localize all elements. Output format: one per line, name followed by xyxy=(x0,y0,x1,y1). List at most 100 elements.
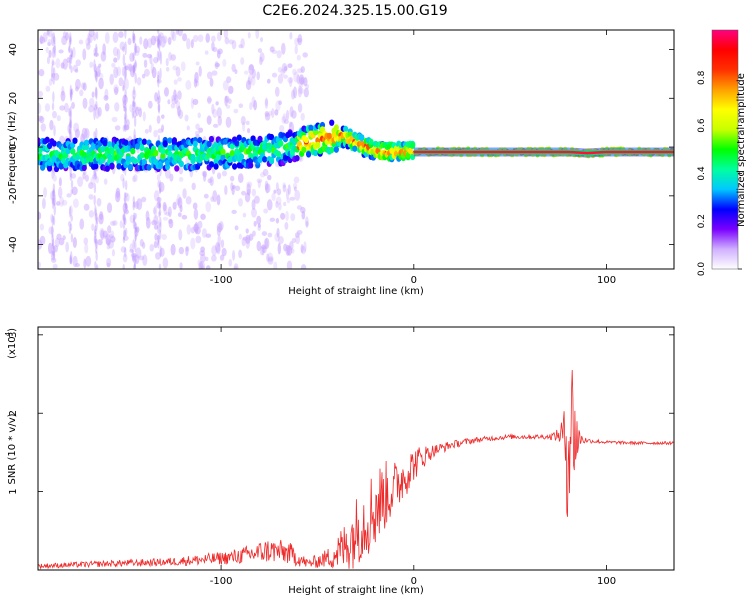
spectrogram-streak-blob xyxy=(69,54,73,65)
spectrogram-noise-blob xyxy=(246,183,251,196)
spectrogram-streak-blob xyxy=(159,245,162,258)
spectrogram-noise-blob xyxy=(81,127,88,140)
spectrogram-y-tick-label: 0 xyxy=(8,144,19,150)
spectrogram-noise-blob xyxy=(120,173,125,182)
spectrogram-noise-blob xyxy=(65,241,69,253)
spectrogram-streak-blob xyxy=(132,62,136,74)
spectrogram-streak-blob xyxy=(124,62,127,72)
spectrogram-noise-blob xyxy=(39,36,46,44)
spectrogram-noise-blob xyxy=(54,237,60,248)
spectrogram-noise-blob xyxy=(238,44,243,49)
spectrogram-noise-blob xyxy=(84,128,90,139)
spectrogram-cell xyxy=(139,144,145,152)
spectrogram-noise-blob xyxy=(240,190,247,196)
spectrogram-noise-blob xyxy=(227,85,234,95)
spectrogram-noise-blob xyxy=(250,76,256,86)
spectrogram-streak-blob xyxy=(122,236,126,244)
spectrogram-noise-blob xyxy=(286,197,291,204)
spectrogram-streak-blob xyxy=(94,208,97,222)
spectrogram-noise-blob xyxy=(58,49,64,54)
spectrogram-streak-blob xyxy=(156,30,160,35)
spectrogram-noise-blob xyxy=(134,50,140,57)
spectrogram-streak-blob xyxy=(69,119,72,128)
spectrogram-noise-blob xyxy=(182,33,188,42)
spectrogram-noise-blob xyxy=(179,262,183,269)
spectrogram-noise-blob xyxy=(158,32,164,39)
spectrogram-streak-blob xyxy=(95,246,98,254)
spectrogram-noise-blob xyxy=(72,236,77,248)
spectrogram-noise-blob xyxy=(206,115,212,125)
spectrogram-noise-blob xyxy=(87,32,91,44)
spectrogram-streak-blob xyxy=(134,239,137,253)
spectrogram-noise-blob xyxy=(74,68,79,73)
colorbar: 0.0 0.2 0.4 0.6 0.8 Normalized spectral ampl… xyxy=(697,29,747,276)
spectrogram-noise-blob xyxy=(198,261,204,269)
spectrogram-noise-blob xyxy=(177,212,182,218)
spectrogram-noise-blob xyxy=(253,220,257,227)
spectrogram-noise-blob xyxy=(110,236,116,243)
spectrogram-noise-blob xyxy=(238,103,244,109)
spectrogram-noise-blob xyxy=(264,180,269,191)
spectrogram-streak-blob xyxy=(134,212,137,220)
spectrogram-noise-blob xyxy=(295,234,300,245)
spectrogram-noise-blob xyxy=(144,128,149,134)
spectrogram-noise-blob xyxy=(287,76,294,84)
spectrogram-noise-blob xyxy=(264,110,270,118)
spectrogram-noise-blob xyxy=(197,34,204,43)
spectrogram-noise-blob xyxy=(88,30,95,38)
spectrogram-noise-blob xyxy=(84,243,89,254)
spectrogram-noise-blob xyxy=(279,124,285,133)
spectrogram-streak-blob xyxy=(93,107,96,121)
spectrogram-heatmap xyxy=(38,30,674,269)
spectrogram-noise-blob xyxy=(122,202,128,214)
spectrogram-noise-blob xyxy=(219,254,225,261)
spectrogram-streak-blob xyxy=(69,172,73,182)
spectrogram-streak-blob xyxy=(133,128,136,142)
spectrogram-noise-blob xyxy=(60,90,66,102)
spectrogram-noise-blob xyxy=(124,78,129,90)
spectrogram-streak-blob xyxy=(53,245,56,254)
spectrogram-noise-blob xyxy=(75,59,81,67)
spectrogram-noise-blob xyxy=(293,71,300,83)
spectrogram-noise-blob xyxy=(276,50,282,59)
spectrogram-streak-blob xyxy=(124,203,127,210)
spectrogram-noise-blob xyxy=(175,30,180,36)
spectrogram-noise-blob xyxy=(150,35,157,46)
colorbar-gradient xyxy=(711,29,739,270)
spectrogram-noise-blob xyxy=(289,32,293,40)
spectrogram-noise-blob xyxy=(205,201,212,213)
spectrogram-noise-blob xyxy=(195,61,200,66)
spectrogram-noise-blob xyxy=(264,97,269,107)
spectrogram-streak-blob xyxy=(69,37,72,45)
spectrogram-noise-blob xyxy=(216,194,221,206)
spectrogram-noise-blob xyxy=(256,215,262,225)
spectrogram-noise-blob xyxy=(197,112,201,119)
spectrogram-noise-blob xyxy=(199,265,205,269)
spectrogram-cell xyxy=(206,140,212,148)
spectrogram-noise-blob xyxy=(289,106,294,118)
spectrogram-noise-blob xyxy=(151,66,157,79)
spectrogram-streak-blob xyxy=(68,121,72,134)
spectrogram-y-tick-label: -20 xyxy=(8,188,19,204)
spectrogram-noise-blob xyxy=(138,108,143,118)
spectrogram-noise-blob xyxy=(286,109,290,121)
spectrogram-noise-blob xyxy=(93,104,98,111)
spectrogram-noise-blob xyxy=(293,176,300,184)
spectrogram-cell xyxy=(123,139,129,146)
spectrogram-cell xyxy=(227,156,233,164)
spectrogram-cell xyxy=(70,148,76,155)
spectrogram-noise-blob xyxy=(95,106,100,119)
spectrogram-noise-blob xyxy=(106,257,112,268)
spectrogram-noise-blob xyxy=(186,125,191,131)
spectrogram-noise-blob xyxy=(72,255,78,268)
spectrogram-noise-blob xyxy=(271,192,276,202)
spectrogram-noise-blob xyxy=(283,74,288,79)
spectrogram-x-tick-label: -100 xyxy=(210,275,233,286)
spectrogram-noise-blob xyxy=(160,36,166,48)
spectrogram-noise-blob xyxy=(102,43,106,56)
spectrogram-noise-blob xyxy=(88,210,95,218)
spectrogram-cell xyxy=(160,147,166,155)
spectrogram-noise-blob xyxy=(289,196,296,201)
spectrogram-streak-blob xyxy=(159,34,162,47)
